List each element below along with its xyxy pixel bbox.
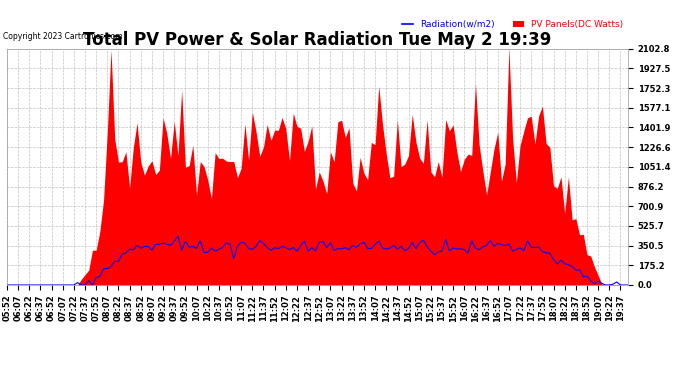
Title: Total PV Power & Solar Radiation Tue May 2 19:39: Total PV Power & Solar Radiation Tue May… [83, 31, 551, 49]
Legend: Radiation(w/m2), PV Panels(DC Watts): Radiation(w/m2), PV Panels(DC Watts) [402, 20, 623, 29]
Text: Copyright 2023 Cartronics.com: Copyright 2023 Cartronics.com [3, 32, 123, 41]
